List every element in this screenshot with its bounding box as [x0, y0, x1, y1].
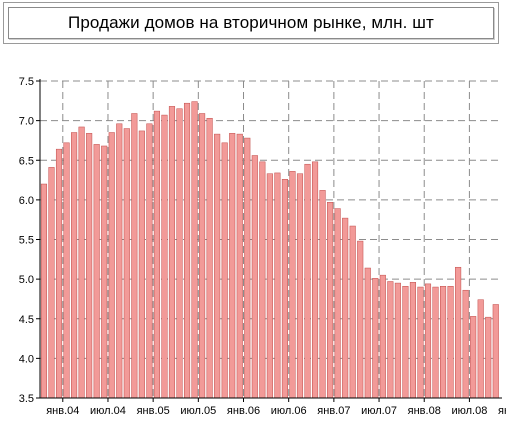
- bar: [304, 163, 311, 399]
- x-tick-label: янв.09: [498, 405, 506, 417]
- bar: [229, 133, 236, 399]
- bar: [432, 286, 439, 399]
- bar: [424, 283, 432, 399]
- bar: [108, 132, 115, 399]
- bar: [334, 208, 341, 399]
- bar: [191, 101, 198, 399]
- bar: [349, 225, 356, 399]
- bar: [417, 286, 424, 399]
- x-tick-label: янв.06: [227, 405, 260, 417]
- y-tick-label: 7.5: [19, 76, 34, 88]
- bar: [206, 117, 213, 399]
- bar: [372, 278, 379, 399]
- bar: [214, 133, 221, 399]
- bar: [63, 142, 70, 399]
- bar: [40, 183, 48, 399]
- x-tick-label: июл.06: [271, 405, 307, 417]
- bar: [311, 161, 319, 399]
- bar: [123, 128, 130, 399]
- bar: [470, 316, 477, 399]
- bar: [462, 289, 469, 399]
- bar: [93, 144, 100, 399]
- x-tick-labels: янв.04 июл.04 янв.05 июл.05 янв.06 июл.06 янв.…: [46, 405, 506, 417]
- y-tick-label: 6.0: [19, 195, 34, 207]
- y-tick-label: 3.5: [19, 393, 34, 405]
- x-tick-label: июл.07: [361, 405, 397, 417]
- bar: [71, 132, 78, 399]
- bar: [251, 155, 258, 399]
- bar: [101, 145, 108, 399]
- bar: [153, 110, 160, 399]
- bar: [138, 130, 145, 399]
- bar: [168, 106, 176, 399]
- x-tick-label: июл.08: [451, 405, 487, 417]
- y-tick-label: 5.5: [19, 235, 34, 247]
- x-tick-label: июл.04: [90, 405, 126, 417]
- axes: [36, 79, 502, 402]
- bars: [40, 101, 499, 399]
- bar: [319, 190, 326, 399]
- bar: [492, 304, 499, 399]
- x-tick-label: июл.05: [180, 405, 216, 417]
- bar: [357, 240, 364, 399]
- x-tick-label: янв.04: [46, 405, 79, 417]
- x-tick-label: янв.07: [317, 405, 350, 417]
- bar: [244, 137, 251, 399]
- bar: [455, 266, 462, 399]
- bar: [364, 267, 371, 399]
- bar: [387, 281, 394, 399]
- chart-title-frame: Продажи домов на вторичном рынке, млн. ш…: [3, 2, 499, 44]
- x-tick-label: янв.05: [137, 405, 170, 417]
- bar: [477, 299, 484, 399]
- bar: [402, 286, 409, 399]
- y-tick-label: 7.0: [19, 116, 34, 128]
- y-tick-label: 4.5: [19, 314, 34, 326]
- bar: [199, 113, 206, 399]
- chart-title-box: Продажи домов на вторичном рынке, млн. ш…: [8, 7, 494, 39]
- bar: [342, 217, 349, 399]
- x-tick-label: янв.08: [408, 405, 441, 417]
- bar: [485, 316, 492, 399]
- bar: [274, 172, 281, 399]
- y-tick-label: 4.0: [19, 353, 34, 365]
- bar: [409, 282, 416, 399]
- bar: [266, 173, 273, 399]
- bar: [176, 108, 183, 399]
- bar: [78, 126, 85, 399]
- bar: [146, 123, 153, 399]
- bar: [327, 202, 334, 399]
- bar: [116, 123, 123, 399]
- y-tick-label: 6.5: [19, 155, 34, 167]
- bar: [281, 179, 288, 399]
- bar: [48, 167, 55, 399]
- y-tick-labels: 7.5 7.0 6.5 6.0 5.5 5.0 4.5 4.0 3.5: [19, 76, 34, 405]
- bar: [131, 113, 138, 399]
- bar: [379, 274, 386, 399]
- bar: [296, 173, 304, 399]
- bar: [55, 148, 63, 399]
- bar: [447, 286, 454, 399]
- bar: [183, 102, 191, 399]
- bar: [236, 133, 243, 399]
- bar: [289, 171, 296, 399]
- bar: [440, 286, 447, 399]
- bar: [86, 133, 93, 399]
- bar: [221, 142, 228, 399]
- bar: [259, 161, 266, 399]
- bar: [161, 114, 168, 399]
- chart-title: Продажи домов на вторичном рынке, млн. ш…: [68, 13, 434, 32]
- bar: [394, 282, 401, 399]
- y-tick-label: 5.0: [19, 274, 34, 286]
